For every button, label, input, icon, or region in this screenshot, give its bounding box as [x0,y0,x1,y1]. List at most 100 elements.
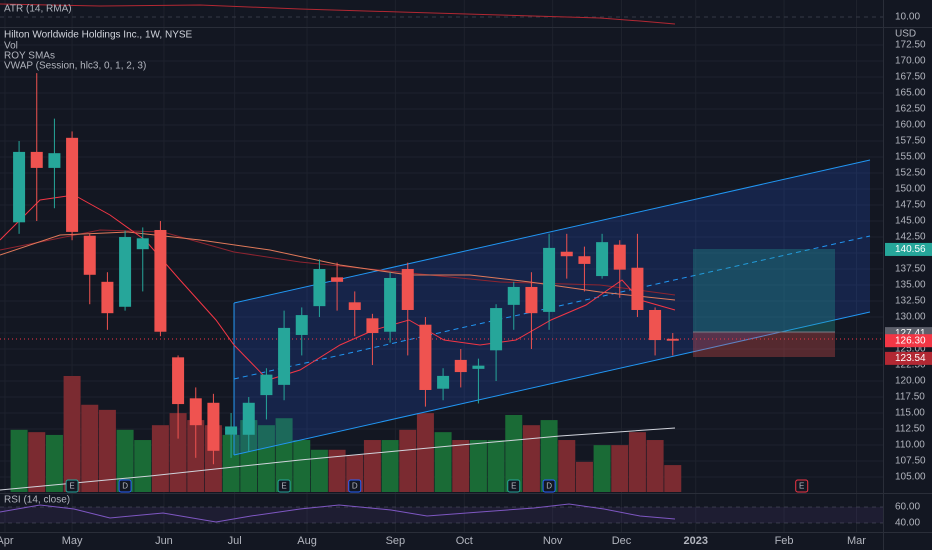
candle-body [666,338,679,341]
candle-body [454,359,467,373]
volume-bar [10,429,28,492]
candle-body [649,309,662,341]
candle-body [207,402,220,451]
indicator-name: VWAP (Session, hlc3, 0, 1, 2, 3) [4,61,146,72]
volume-bar [151,425,169,492]
volume-bar [222,434,240,492]
y-tick-label: 162.50 [895,104,926,115]
volume-bar [275,418,293,492]
volume-bar [575,461,593,492]
candle-body [172,357,185,405]
x-tick-label: Feb [775,535,794,547]
indicator-tick-label: 40.00 [895,518,920,529]
volume-bar [487,440,505,492]
y-tick-label: 105.00 [895,472,926,483]
y-tick-label: 165.00 [895,88,926,99]
volume-bar [45,434,63,492]
y-tick-label: 130.00 [895,312,926,323]
event-label: E [69,482,74,491]
rsi-line [0,503,676,523]
candle-body [154,229,167,332]
candle-body [66,137,79,232]
x-tick-label: Nov [543,535,563,547]
y-tick-label: 172.50 [895,40,926,51]
candle-body [578,256,591,264]
candles [13,73,679,465]
y-tick-label: 167.50 [895,72,926,83]
candle-body [560,251,573,257]
indicator-name: ROY SMAs [4,51,55,62]
vwap-line [0,427,676,491]
y-tick-label: 112.50 [895,424,925,435]
y-tick-label: 135.00 [895,280,926,291]
event-label: D [122,482,128,491]
volume-bar [540,420,558,492]
event-marker [507,479,521,493]
candle-body [83,235,96,275]
y-tick-label: 155.00 [895,152,926,163]
x-tick-label: Sep [386,535,406,547]
y-tick-label: 170.00 [895,56,926,67]
volume-bar [257,425,275,492]
volume-bar [646,440,664,492]
price-tag-label: 140.56 [895,244,926,255]
price-tag-label: 123.54 [895,353,926,364]
currency-label: USD [895,29,916,40]
x-tick-label: Aug [297,535,317,547]
event-label: E [281,482,286,491]
volume-bar [134,440,152,492]
candle-body [384,277,397,332]
y-tick-label: 152.50 [895,168,926,179]
volume-bar [240,420,258,492]
y-tick-label: 117.50 [895,392,925,403]
candle-body [189,398,202,426]
candle-body [30,151,43,168]
y-tick-label: 160.00 [895,120,926,131]
volume-layer [10,376,682,492]
event-marker [348,479,362,493]
x-tick-label: Oct [456,535,473,547]
y-tick-label: 125.00 [895,344,926,355]
candle-body [613,244,626,270]
event-label: D [546,482,552,491]
candle-body [278,327,291,385]
candle-body [295,315,308,335]
event-marker [795,479,809,493]
candle-body [136,238,149,250]
volume-bar [399,429,417,492]
y-tick-label: 107.50 [895,456,926,467]
volume-bar [611,445,629,492]
candle-body [260,374,273,396]
volume-bar [328,449,346,492]
volume-bar [434,432,452,492]
volume-bar [98,409,116,492]
x-tick-label: Jun [155,535,173,547]
candle-body [48,153,61,168]
stop-zone [693,332,835,357]
target-zone [693,249,835,332]
y-tick-label: 110.00 [895,440,925,451]
y-tick-label: 150.00 [895,184,926,195]
volume-bar [522,425,540,492]
volume-bar [558,440,576,492]
volume-bar [81,404,99,492]
indicator-tick-label: 60.00 [895,502,920,513]
candle-body [419,324,432,390]
x-tick-label: Dec [612,535,632,547]
price-tag [885,242,932,256]
y-tick-label: 122.50 [895,360,926,371]
volume-bar [28,432,46,492]
candle-body [313,269,326,307]
x-tick-label: Jul [228,535,242,547]
y-tick-label: 115.00 [895,408,925,419]
sma-short [0,194,676,381]
price-tag-label: 127.41 [895,328,926,339]
x-tick-label: Mar [847,535,866,547]
atr-label: ATR (14, RMA) [4,4,72,15]
volume-bar [664,465,682,492]
candle-body [525,286,538,314]
price-tag [885,334,932,348]
indicator-tick-label: 10.00 [895,12,920,23]
volume-bar [363,440,381,492]
